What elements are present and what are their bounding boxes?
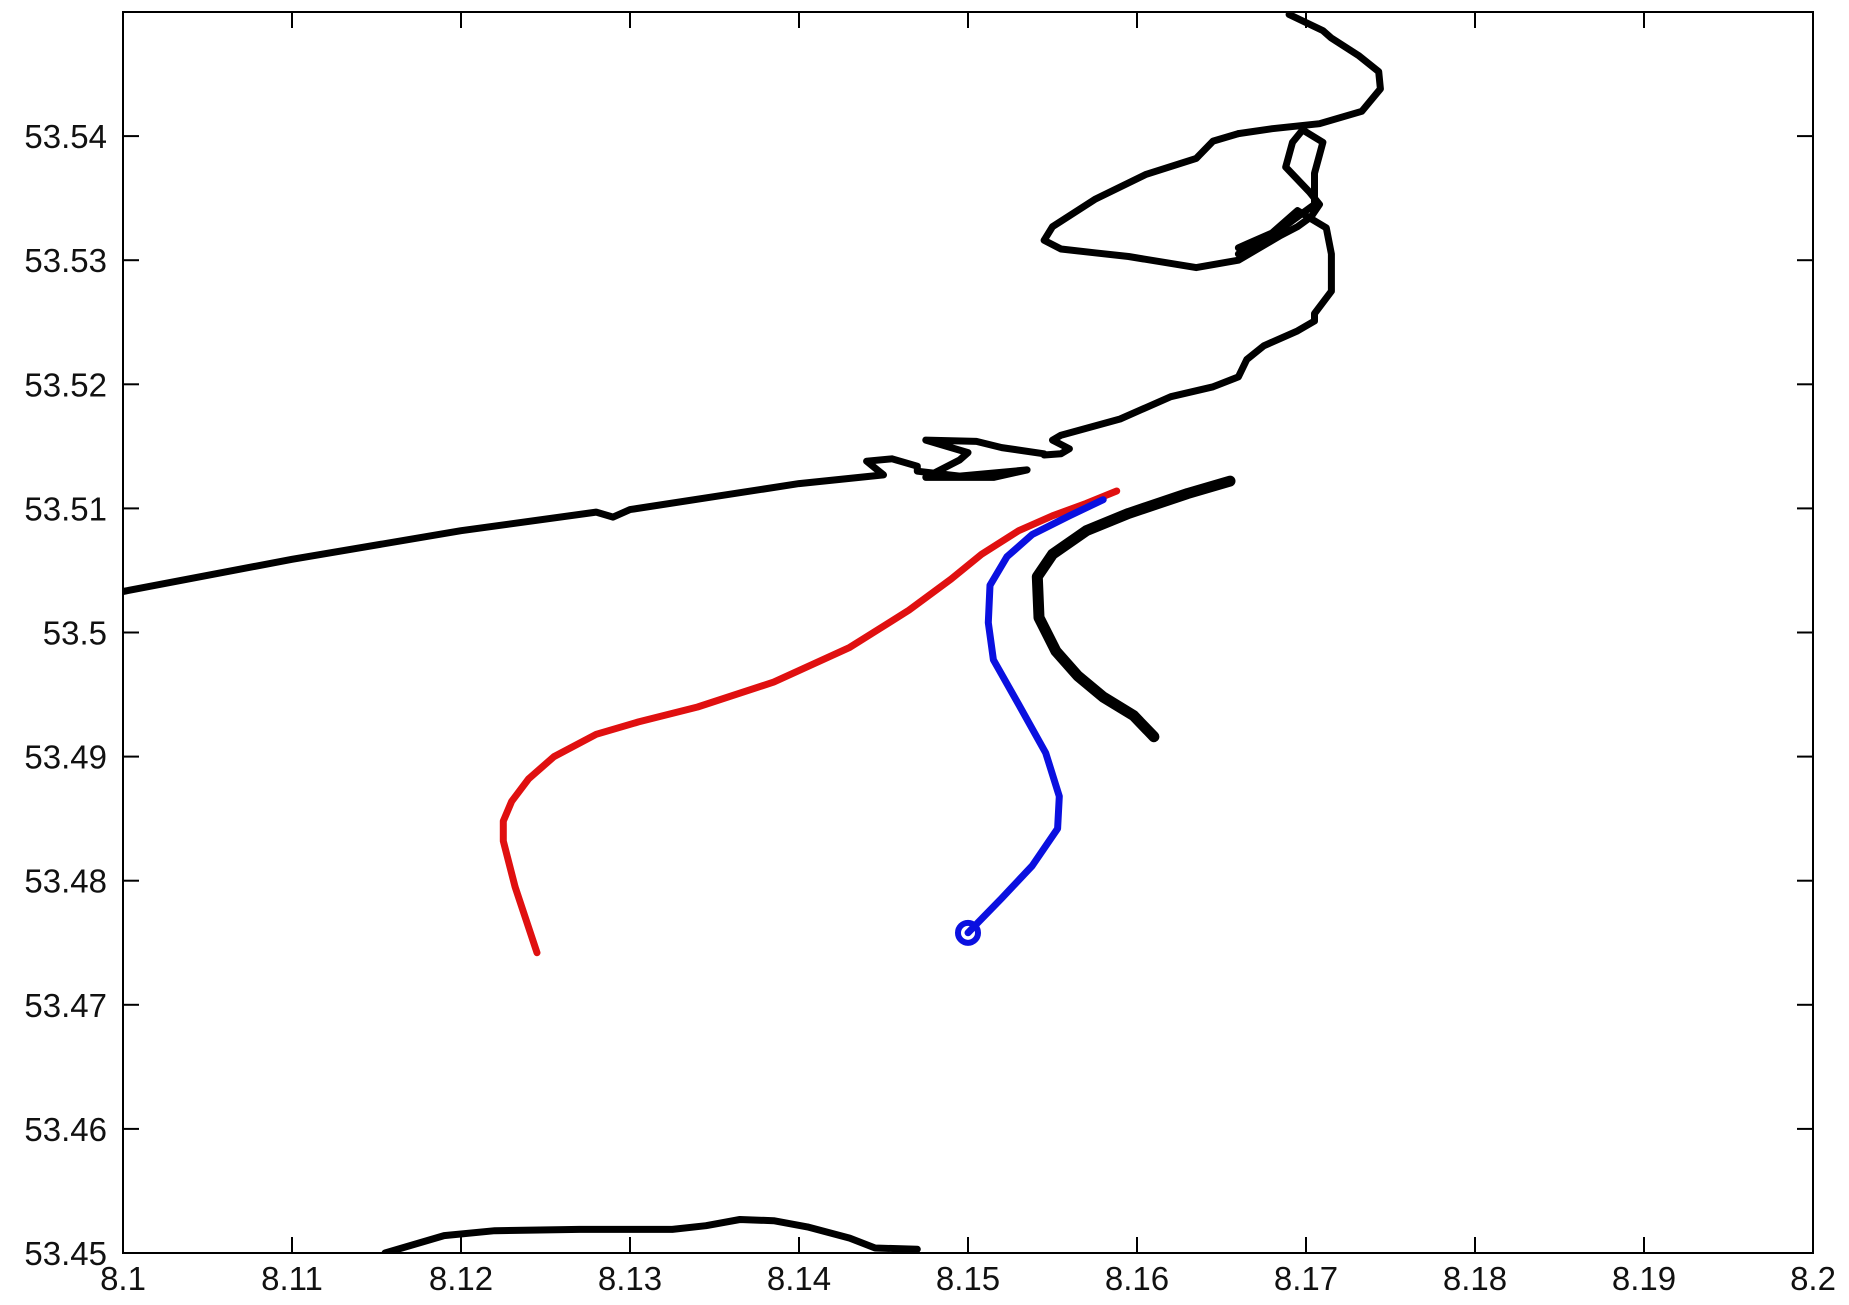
- coastline-top-line: [1234, 12, 1384, 138]
- sandbank-line: [1031, 475, 1236, 743]
- x-tick-label: 8.16: [1105, 1260, 1169, 1297]
- coastline-island-loop-line: [1040, 126, 1327, 272]
- y-tick-label: 53.49: [24, 739, 107, 776]
- y-tick-label: 53.54: [24, 118, 107, 155]
- y-tick-label: 53.51: [24, 490, 107, 527]
- x-tick-label: 8.18: [1443, 1260, 1507, 1297]
- x-tick-label: 8.1: [100, 1260, 146, 1297]
- y-tick-label: 53.47: [24, 987, 107, 1024]
- x-tick-label: 8.2: [1790, 1260, 1836, 1297]
- coastline-north-line: [123, 207, 1335, 595]
- x-tick-label: 8.14: [767, 1260, 831, 1297]
- y-tick-label: 53.5: [43, 615, 107, 652]
- y-tick-label: 53.45: [24, 1235, 107, 1272]
- x-tick-label: 8.15: [936, 1260, 1000, 1297]
- data-layer: [123, 12, 1384, 1253]
- axes: [122, 11, 1814, 1254]
- start-marker: [955, 919, 981, 946]
- y-tick-label: 53.48: [24, 863, 107, 900]
- track-blue-line: [964, 496, 1107, 937]
- x-tick-label: 8.13: [598, 1260, 662, 1297]
- coastline-south-line: [381, 1216, 921, 1253]
- x-tick-label: 8.11: [261, 1260, 323, 1297]
- track-red-line: [499, 487, 1121, 957]
- plot-frame: [122, 11, 1814, 1254]
- y-tick-label: 53.46: [24, 1111, 107, 1148]
- x-tick-label: 8.19: [1612, 1260, 1676, 1297]
- tick-layer: 8.1 8.11 8.12 8.13 8.14 8.15 8.16 8.17 8.18 8.19 8…: [24, 12, 1836, 1297]
- y-tick-label: 53.52: [24, 366, 107, 403]
- x-tick-label: 8.17: [1274, 1260, 1338, 1297]
- x-tick-label: 8.12: [429, 1260, 493, 1297]
- y-tick-label: 53.53: [24, 242, 107, 279]
